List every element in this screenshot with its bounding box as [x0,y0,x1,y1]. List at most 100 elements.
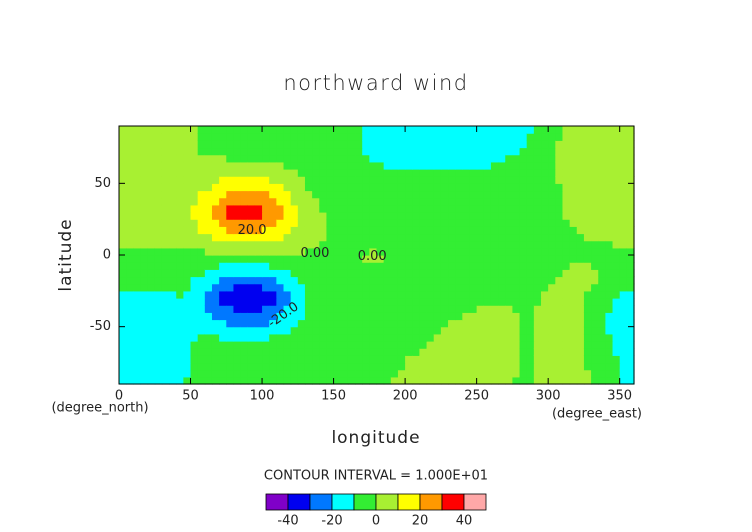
field-cell [319,197,328,206]
field-cell [519,247,528,256]
field-cell [290,154,299,163]
field-cell [340,190,349,199]
field-cell [612,276,621,285]
field-cell [226,133,235,141]
field-cell [355,183,363,192]
field-cell [541,326,549,335]
field-cell [469,290,478,299]
field-cell [476,212,485,220]
field-cell [269,376,277,385]
field-cell [598,126,606,134]
field-cell [505,298,514,306]
field-cell [197,126,206,134]
field-cell [419,283,428,292]
field-cell [576,126,585,134]
field-cell [362,269,370,278]
field-cell [297,326,306,335]
field-cell [426,298,435,306]
field-cell [383,276,392,285]
field-cell [133,269,142,278]
field-cell [312,262,320,270]
field-cell [390,298,399,306]
field-cell [490,255,499,263]
field-cell [169,255,177,263]
field-cell [304,147,313,156]
field-cell [619,262,628,270]
field-cell [412,183,421,192]
field-cell [498,204,506,213]
field-cell [433,140,442,149]
field-cell [448,333,456,342]
field-cell [190,341,199,349]
field-cell [326,147,335,156]
field-cell [548,369,556,378]
field-cell [476,269,485,278]
field-cell [433,197,442,206]
field-cell [412,204,421,213]
field-cell [176,161,184,170]
field-cell [161,255,170,263]
field-cell [419,154,428,163]
field-cell [319,269,328,278]
field-cell [319,369,328,378]
field-cell [483,233,492,242]
field-cell [412,226,421,235]
field-cell [390,276,399,285]
field-cell [362,355,370,364]
field-cell [440,262,449,270]
field-cell [505,326,514,335]
field-cell [290,126,299,134]
field-cell [419,262,428,270]
field-cell [347,355,356,364]
field-cell [376,269,385,278]
field-cell [591,355,599,364]
field-cell [183,276,192,285]
field-cell [469,226,478,235]
field-cell [276,140,285,149]
field-cell [533,154,542,163]
field-cell [269,183,277,192]
field-cell [126,341,134,349]
field-cell [161,176,170,184]
field-cell [419,298,428,306]
field-cell [319,326,328,335]
field-cell [412,269,421,278]
field-cell [126,240,134,249]
field-cell [405,219,413,227]
field-cell [505,161,514,170]
field-cell [619,341,628,349]
field-cell [333,161,342,170]
field-cell [426,269,435,278]
field-cell [612,140,621,149]
field-cell [362,140,370,149]
field-cell [226,369,235,378]
field-cell [583,183,592,192]
field-cell [562,161,571,170]
field-cell [262,219,270,227]
field-cell [476,276,485,285]
field-cell [455,197,463,206]
field-cell [626,190,635,199]
field-cell [619,369,628,378]
field-cell [226,219,235,227]
field-cell [211,212,220,220]
field-cell [197,176,206,184]
field-cell [397,262,406,270]
field-cell [226,126,235,134]
field-cell [161,212,170,220]
field-cell [147,255,156,263]
field-cell [390,126,399,134]
field-cell [347,204,356,213]
field-cell [133,240,142,249]
field-cell [626,126,635,134]
field-cell [483,362,492,371]
field-cell [290,212,299,220]
field-cell [154,197,163,206]
field-cell [240,169,249,177]
field-cell [340,348,349,356]
field-cell [204,376,213,385]
field-cell [312,183,320,192]
field-cell [476,326,485,335]
field-cell [455,169,463,177]
field-cell [490,183,499,192]
